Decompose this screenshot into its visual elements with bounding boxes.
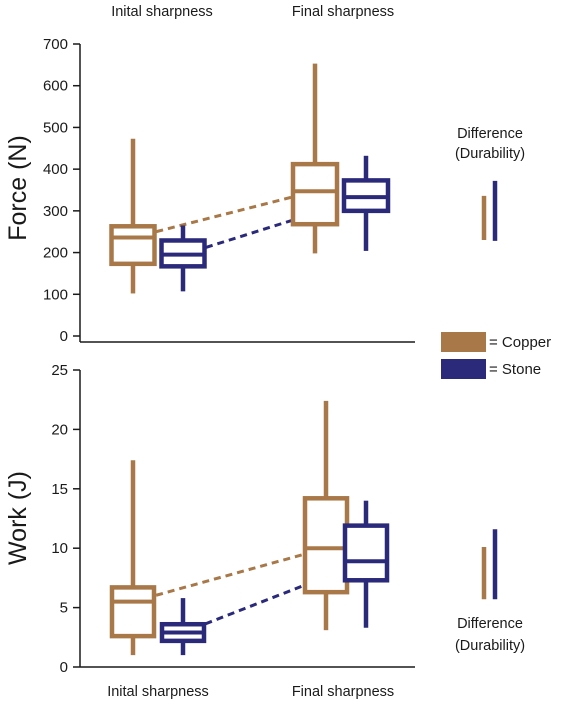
iqr-box: [290, 161, 340, 227]
force-box-copper-final: [290, 63, 340, 254]
force-y-ticks: 0 100 200 300 400 500 600 700: [43, 36, 80, 345]
force-y-tick-label: 100: [43, 286, 68, 303]
force-category-label-initial: Inital sharpness: [111, 4, 213, 20]
work-difference-label-line1: Difference: [457, 616, 523, 632]
work-y-tick-label: 25: [51, 362, 68, 379]
force-panel: Force (N) 0 100 200 300 400 500 600 700 Inital …: [4, 4, 525, 345]
work-trend-line-copper: [132, 546, 327, 604]
work-y-ticks: 0 5 10 15 20 25: [51, 362, 80, 676]
work-trend-line-stone: [182, 559, 367, 634]
work-y-tick-label: 10: [51, 540, 68, 557]
work-category-label-initial: Inital sharpness: [107, 684, 209, 700]
force-y-tick-label: 400: [43, 161, 68, 178]
force-y-tick-label: 300: [43, 203, 68, 220]
legend-copper-swatch: [441, 332, 486, 352]
iqr-box: [109, 224, 157, 267]
legend: = Copper = Stone: [441, 332, 551, 379]
work-y-tick-label: 15: [51, 481, 68, 498]
legend-copper-label: = Copper: [489, 334, 551, 351]
work-box-stone-initial: [159, 598, 207, 656]
force-plot-area: [109, 63, 498, 294]
work-box-stone-final: [342, 500, 390, 628]
force-box-copper-initial: [109, 138, 157, 294]
iqr-box: [302, 496, 350, 595]
work-axis-title: Work (J): [4, 471, 32, 565]
work-y-tick-label: 5: [60, 600, 68, 617]
work-plot-area: [109, 400, 498, 656]
work-panel: Work (J) 0 5 10 15 20 25 Inital sharpness Fin…: [4, 362, 525, 700]
work-category-label-final: Final sharpness: [292, 684, 394, 700]
force-axis-title: Force (N): [4, 135, 32, 241]
work-y-tick-label: 0: [60, 659, 68, 676]
force-trend-line-copper: [132, 189, 316, 240]
force-y-tick-label: 700: [43, 36, 68, 53]
work-y-tick-label: 20: [51, 421, 68, 438]
work-box-copper-initial: [109, 460, 157, 656]
legend-stone-label: = Stone: [489, 361, 541, 378]
work-box-copper-final: [302, 400, 350, 631]
force-box-stone-final: [341, 155, 391, 251]
force-difference-label-line2: (Durability): [455, 146, 525, 162]
force-y-tick-label: 500: [43, 119, 68, 136]
force-y-tick-label: 200: [43, 245, 68, 262]
force-y-tick-label: 600: [43, 78, 68, 95]
iqr-box: [109, 585, 157, 639]
force-difference-label-line1: Difference: [457, 126, 523, 142]
force-box-stone-initial: [159, 225, 207, 292]
work-difference-label-line2: (Durability): [455, 638, 525, 654]
legend-stone-swatch: [441, 359, 486, 379]
force-category-label-final: Final sharpness: [292, 4, 394, 20]
force-y-tick-label: 0: [60, 328, 68, 345]
iqr-box: [342, 523, 390, 583]
